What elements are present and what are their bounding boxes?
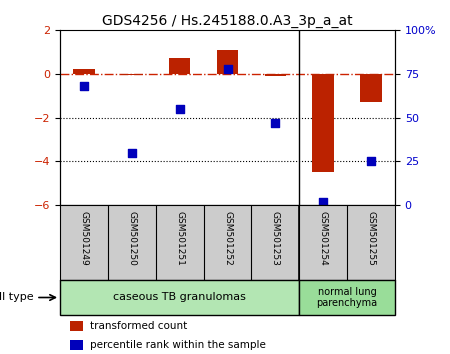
- Point: [368, 159, 375, 164]
- Bar: [265, 74, 286, 76]
- Text: GSM501252: GSM501252: [223, 211, 232, 266]
- Point: [176, 106, 183, 112]
- Bar: [360, 74, 382, 102]
- Text: GSM501254: GSM501254: [319, 211, 328, 266]
- Text: cell type: cell type: [0, 292, 34, 303]
- Title: GDS4256 / Hs.245188.0.A3_3p_a_at: GDS4256 / Hs.245188.0.A3_3p_a_at: [102, 13, 353, 28]
- Bar: [60, 280, 299, 315]
- Bar: [121, 74, 143, 75]
- Bar: [299, 280, 395, 315]
- Text: GSM501250: GSM501250: [127, 211, 136, 266]
- Point: [224, 66, 231, 72]
- Bar: [169, 58, 190, 74]
- Text: percentile rank within the sample: percentile rank within the sample: [90, 341, 266, 350]
- Text: GSM501251: GSM501251: [175, 211, 184, 266]
- Point: [81, 83, 88, 89]
- Bar: [312, 74, 334, 172]
- Point: [320, 199, 327, 204]
- Text: GSM501249: GSM501249: [80, 211, 89, 266]
- Text: caseous TB granulomas: caseous TB granulomas: [113, 292, 246, 303]
- Text: normal lung
parenchyma: normal lung parenchyma: [317, 287, 378, 308]
- Bar: [70, 340, 83, 350]
- Bar: [70, 321, 83, 331]
- Bar: [73, 69, 94, 74]
- Bar: [217, 50, 238, 74]
- Point: [272, 120, 279, 126]
- Point: [128, 150, 135, 155]
- Text: GSM501255: GSM501255: [367, 211, 376, 266]
- Text: transformed count: transformed count: [90, 321, 187, 331]
- Text: GSM501253: GSM501253: [271, 211, 280, 266]
